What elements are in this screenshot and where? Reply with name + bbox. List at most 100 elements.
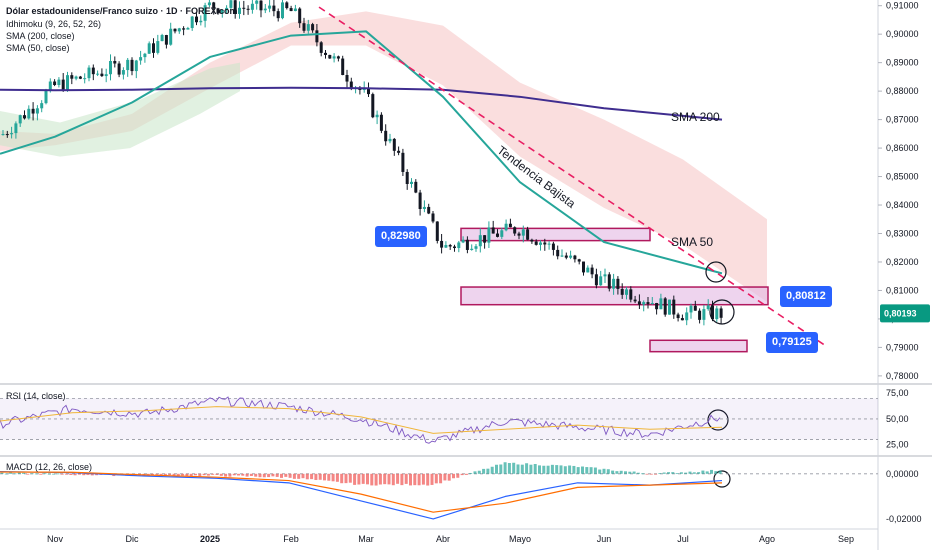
macd-histogram-bar [602, 468, 606, 474]
candle-body [427, 206, 431, 214]
price-candle [289, 5, 293, 12]
candle-body [483, 235, 487, 243]
price-candle [410, 178, 413, 188]
macd-histogram-bar [421, 473, 425, 485]
candle-body [693, 305, 697, 311]
macd-histogram-bar [215, 473, 219, 475]
price-candle [362, 81, 366, 93]
candle-body [534, 241, 538, 245]
candle-body [109, 61, 112, 75]
price-candle [18, 114, 22, 127]
macd-histogram-bar [370, 473, 374, 486]
price-candle [633, 295, 637, 304]
macd-histogram-bar [267, 473, 271, 478]
price-candle [130, 57, 134, 76]
candle-body [225, 7, 229, 10]
price-candle [508, 218, 512, 228]
macd-histogram-bar [649, 473, 653, 475]
candle-body [655, 303, 659, 310]
indicator-ichimoku-label: Idhimoku (9, 26, 52, 26) [6, 19, 102, 29]
candle-body [233, 0, 237, 14]
price-candle [57, 77, 61, 88]
candle-body [375, 114, 379, 118]
candle-body [487, 227, 491, 243]
candle-body [212, 2, 216, 9]
price-candle [27, 105, 31, 120]
macd-histogram-bar [391, 473, 395, 486]
price-tick-label: 0,85000 [886, 172, 919, 182]
price-candle [285, 1, 289, 10]
candle-body [573, 255, 577, 260]
price-candle [715, 306, 719, 322]
macd-histogram-bar [434, 473, 438, 484]
candle-body [302, 23, 306, 31]
price-candle [642, 300, 646, 312]
macd-histogram-bar [426, 473, 430, 486]
macd-histogram-bar [645, 473, 649, 475]
candle-body [496, 233, 499, 237]
macd-histogram-bar [39, 473, 43, 475]
price-candle [620, 283, 624, 299]
time-tick-label: Mayo [509, 534, 531, 544]
macd-histogram-bar [482, 468, 486, 474]
price-candle [23, 110, 26, 120]
candle-body [23, 115, 26, 119]
price-candle [689, 303, 693, 319]
candle-body [668, 299, 671, 315]
price-candle [676, 312, 680, 322]
price-candle [487, 221, 491, 249]
price-tick-label: 0,81000 [886, 285, 919, 295]
candle-body [478, 235, 482, 247]
macd-histogram-bar [30, 473, 34, 475]
candle-body [130, 59, 134, 72]
macd-histogram-bar [206, 473, 210, 476]
macd-histogram-bar [288, 473, 292, 478]
candle-body [311, 24, 315, 31]
price-candle [147, 41, 151, 54]
candle-body [706, 305, 710, 310]
price-candle [216, 7, 220, 15]
macd-histogram-bar [632, 471, 636, 474]
macd-histogram-bar [335, 473, 339, 482]
candle-body [367, 88, 370, 95]
price-candle [698, 308, 702, 324]
macd-histogram-bar [464, 473, 468, 475]
macd-histogram-bar [73, 473, 77, 476]
macd-histogram-bar [490, 466, 494, 474]
time-tick-label: Dic [126, 534, 139, 544]
candle-body [599, 276, 603, 286]
price-candle [139, 50, 143, 65]
price-candle [195, 13, 198, 26]
time-tick-label: 2025 [200, 534, 220, 544]
macd-histogram-bar [275, 473, 279, 477]
candle-body [147, 43, 151, 54]
price-candle [607, 272, 611, 292]
price-candle [685, 307, 689, 326]
macd-histogram-bar [26, 473, 30, 475]
candle-body [319, 42, 323, 53]
candle-body [388, 138, 392, 142]
price-candle [491, 220, 495, 234]
price-candle [551, 241, 555, 256]
candle-body [616, 278, 620, 289]
macd-histogram-bar [47, 473, 51, 475]
macd-histogram-bar [323, 473, 326, 481]
price-candle [440, 233, 444, 254]
candle-body [453, 246, 456, 249]
price-candle [5, 130, 9, 138]
candle-body [207, 2, 211, 6]
price-candle [134, 59, 138, 79]
candle-body [633, 299, 637, 302]
price-candle [564, 252, 568, 260]
macd-histogram-bar [710, 469, 713, 474]
macd-histogram-bar [305, 473, 309, 480]
macd-histogram-bar [280, 473, 283, 478]
candle-body [530, 239, 534, 242]
price-candle [599, 270, 603, 286]
macd-histogram-bar [82, 473, 86, 476]
candle-body [392, 138, 396, 151]
price-candle [332, 53, 336, 63]
candle-body [96, 73, 100, 75]
